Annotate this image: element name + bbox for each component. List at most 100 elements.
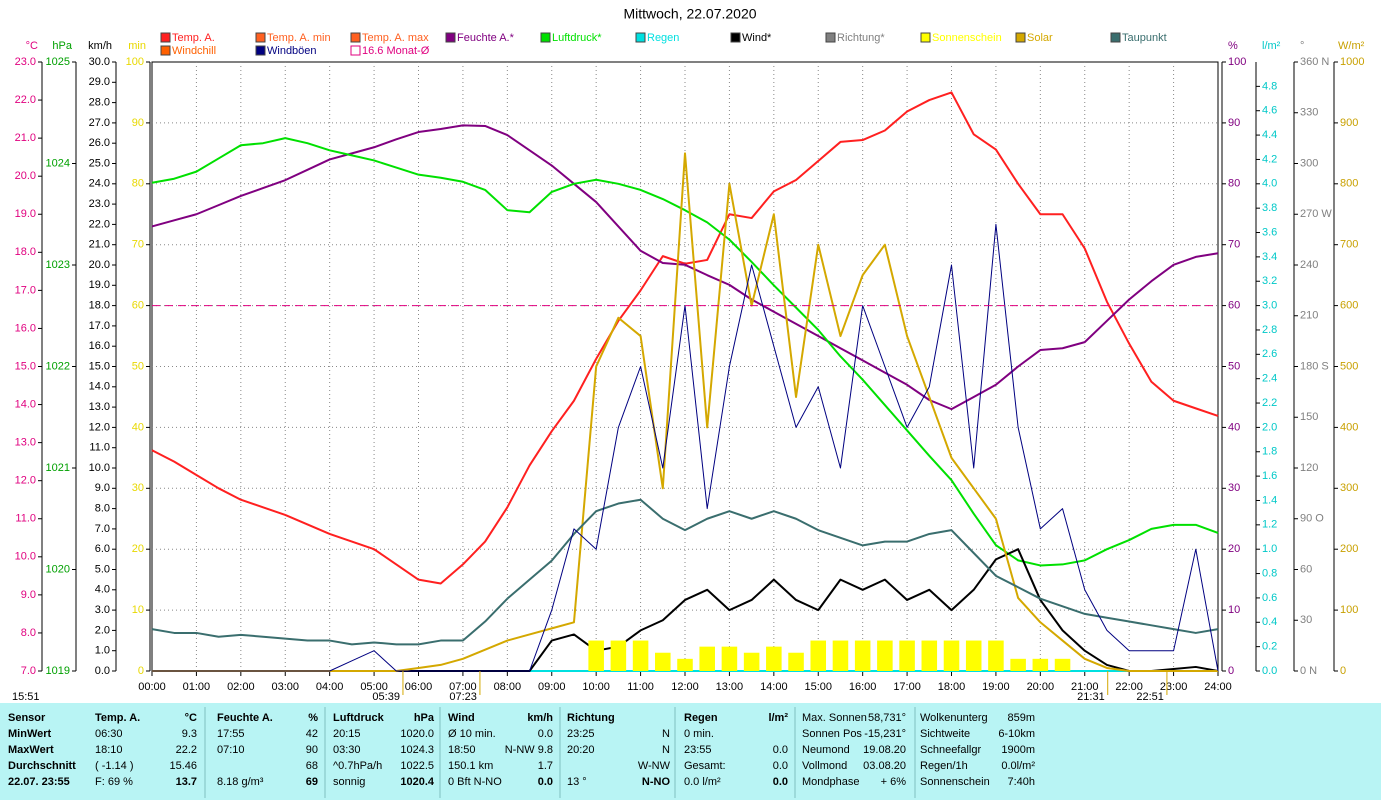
y-tick-label: 26.0 <box>89 137 110 149</box>
y-tick-label: 0.0 <box>1262 665 1277 677</box>
y-tick-label: 7.0 <box>95 523 110 535</box>
y-tick-label: 23.0 <box>89 198 110 210</box>
y-tick-label: 3.2 <box>1262 275 1277 287</box>
y-tick-label: 800 <box>1340 178 1358 190</box>
stats-cell: sonnig <box>333 776 365 788</box>
stats-unit: km/h <box>527 712 553 724</box>
y-tick-label: 2.2 <box>1262 397 1277 409</box>
y-tick-label: 19.0 <box>89 279 110 291</box>
legend-label: Wind* <box>742 32 772 44</box>
y-tick-label: 16.0 <box>15 322 36 334</box>
stats-value: N <box>662 744 670 756</box>
sunshine-bar <box>810 640 827 671</box>
y-tick-label: 18.0 <box>89 300 110 312</box>
y-tick-label: 4.4 <box>1262 129 1277 141</box>
annotation-label: 07:23 <box>449 691 477 703</box>
legend-label: Luftdruck* <box>552 32 602 44</box>
stats-value: 0.0 <box>538 776 553 788</box>
y-tick-label: 0.6 <box>1262 592 1277 604</box>
y-tick-label: 4.2 <box>1262 153 1277 165</box>
stats-value: 1020.0 <box>400 728 434 740</box>
y-tick-label: 70 <box>132 239 144 251</box>
time-label: 15:51 <box>12 691 40 703</box>
y-tick-label: 90 O <box>1300 513 1324 525</box>
y-tick-label: 50 <box>132 360 144 372</box>
y-tick-label: 900 <box>1340 117 1358 129</box>
y-tick-label: 10.0 <box>15 551 36 563</box>
stats-value: 9.3 <box>182 728 197 740</box>
y-tick-label: 90 <box>132 117 144 129</box>
y-tick-label: 210 <box>1300 310 1318 322</box>
y-tick-label: 360 N <box>1300 56 1329 68</box>
stats-value: 22.2 <box>176 744 197 756</box>
stats-cell: 06:30 <box>95 728 123 740</box>
stats-cell: 07:10 <box>217 744 245 756</box>
stats-header: Temp. A. <box>95 712 140 724</box>
sunshine-bar <box>699 646 715 671</box>
y-tick-label: 1025 <box>46 56 70 68</box>
y-tick-label: 6.0 <box>95 543 110 555</box>
stats-value: 90 <box>306 744 318 756</box>
y-tick-label: 15.0 <box>15 360 36 372</box>
legend-label: Temp. A. <box>172 32 215 44</box>
y-tick-label: 5.0 <box>95 563 110 575</box>
x-tick-label: 20:00 <box>1027 681 1055 693</box>
y-tick-label: 300 <box>1300 157 1318 169</box>
stats-cell: ^0.7hPa/h <box>333 760 382 772</box>
stats-value: 68 <box>306 760 318 772</box>
y-tick-label: 50 <box>1228 360 1240 372</box>
x-tick-label: 15:00 <box>804 681 832 693</box>
y-tick-label: 7.0 <box>21 665 36 677</box>
y-tick-label: 80 <box>132 178 144 190</box>
y-tick-label: 4.0 <box>1262 178 1277 190</box>
y-tick-label: 1022 <box>46 360 70 372</box>
y-tick-label: 17.0 <box>15 284 36 296</box>
y-tick-label: 9.0 <box>95 482 110 494</box>
y-tick-label: 30 <box>132 482 144 494</box>
x-tick-label: 11:00 <box>627 681 654 693</box>
legend-label: Feuchte A.* <box>457 32 515 44</box>
y-tick-label: 100 <box>126 56 144 68</box>
sunshine-bar <box>766 646 782 671</box>
y-tick-label: 120 <box>1300 462 1318 474</box>
y-tick-label: 60 <box>1300 563 1312 575</box>
y-tick-label: 3.6 <box>1262 226 1277 238</box>
legend-label: 16.6 Monat-Ø <box>362 45 430 57</box>
y-tick-label: 90 <box>1228 117 1240 129</box>
y-tick-label: 40 <box>1228 421 1240 433</box>
y-tick-label: 60 <box>1228 300 1240 312</box>
x-tick-label: 08:00 <box>494 681 522 693</box>
x-tick-label: 18:00 <box>938 681 966 693</box>
legend-swatch <box>1015 32 1026 43</box>
legend-label: Taupunkt <box>1122 32 1167 44</box>
y-tick-label: 16.0 <box>89 340 110 352</box>
y-tick-label: 8.0 <box>21 627 36 639</box>
sunshine-bar <box>1032 658 1049 671</box>
info-label: Sichtweite <box>920 728 970 740</box>
y-tick-label: 1020 <box>46 563 70 575</box>
stats-cell: Gesamt: <box>684 760 726 772</box>
stats-rowhead: 22.07. 23:55 <box>8 776 70 788</box>
y-tick-label: 0 N <box>1300 665 1317 677</box>
sunshine-bar <box>1054 658 1071 671</box>
y-tick-label: 8.0 <box>95 503 110 515</box>
stats-value: 42 <box>306 728 318 740</box>
stats-value: N-NW 9.8 <box>505 744 553 756</box>
y-tick-label: 2.6 <box>1262 348 1277 360</box>
info-value: 03.08.20 <box>863 760 906 772</box>
stats-value: 13.7 <box>176 776 197 788</box>
stats-unit: °C <box>185 712 197 724</box>
info-value: 1900m <box>1001 744 1035 756</box>
stats-value: 1020.4 <box>400 776 435 788</box>
y-tick-label: 1024 <box>46 157 70 169</box>
y-tick-label: 10.0 <box>89 462 110 474</box>
info-value: 0.0l/m² <box>1001 760 1035 772</box>
stats-value: 1.7 <box>538 760 553 772</box>
y-tick-label: 2.0 <box>1262 421 1277 433</box>
info-label: Wolkenunterg <box>920 712 988 724</box>
legend-label: Windböen <box>267 45 317 57</box>
sunshine-bar <box>743 652 760 671</box>
stats-value: 0.0 <box>773 776 788 788</box>
info-label: Regen/1h <box>920 760 968 772</box>
y-tick-label: 20.0 <box>89 259 110 271</box>
